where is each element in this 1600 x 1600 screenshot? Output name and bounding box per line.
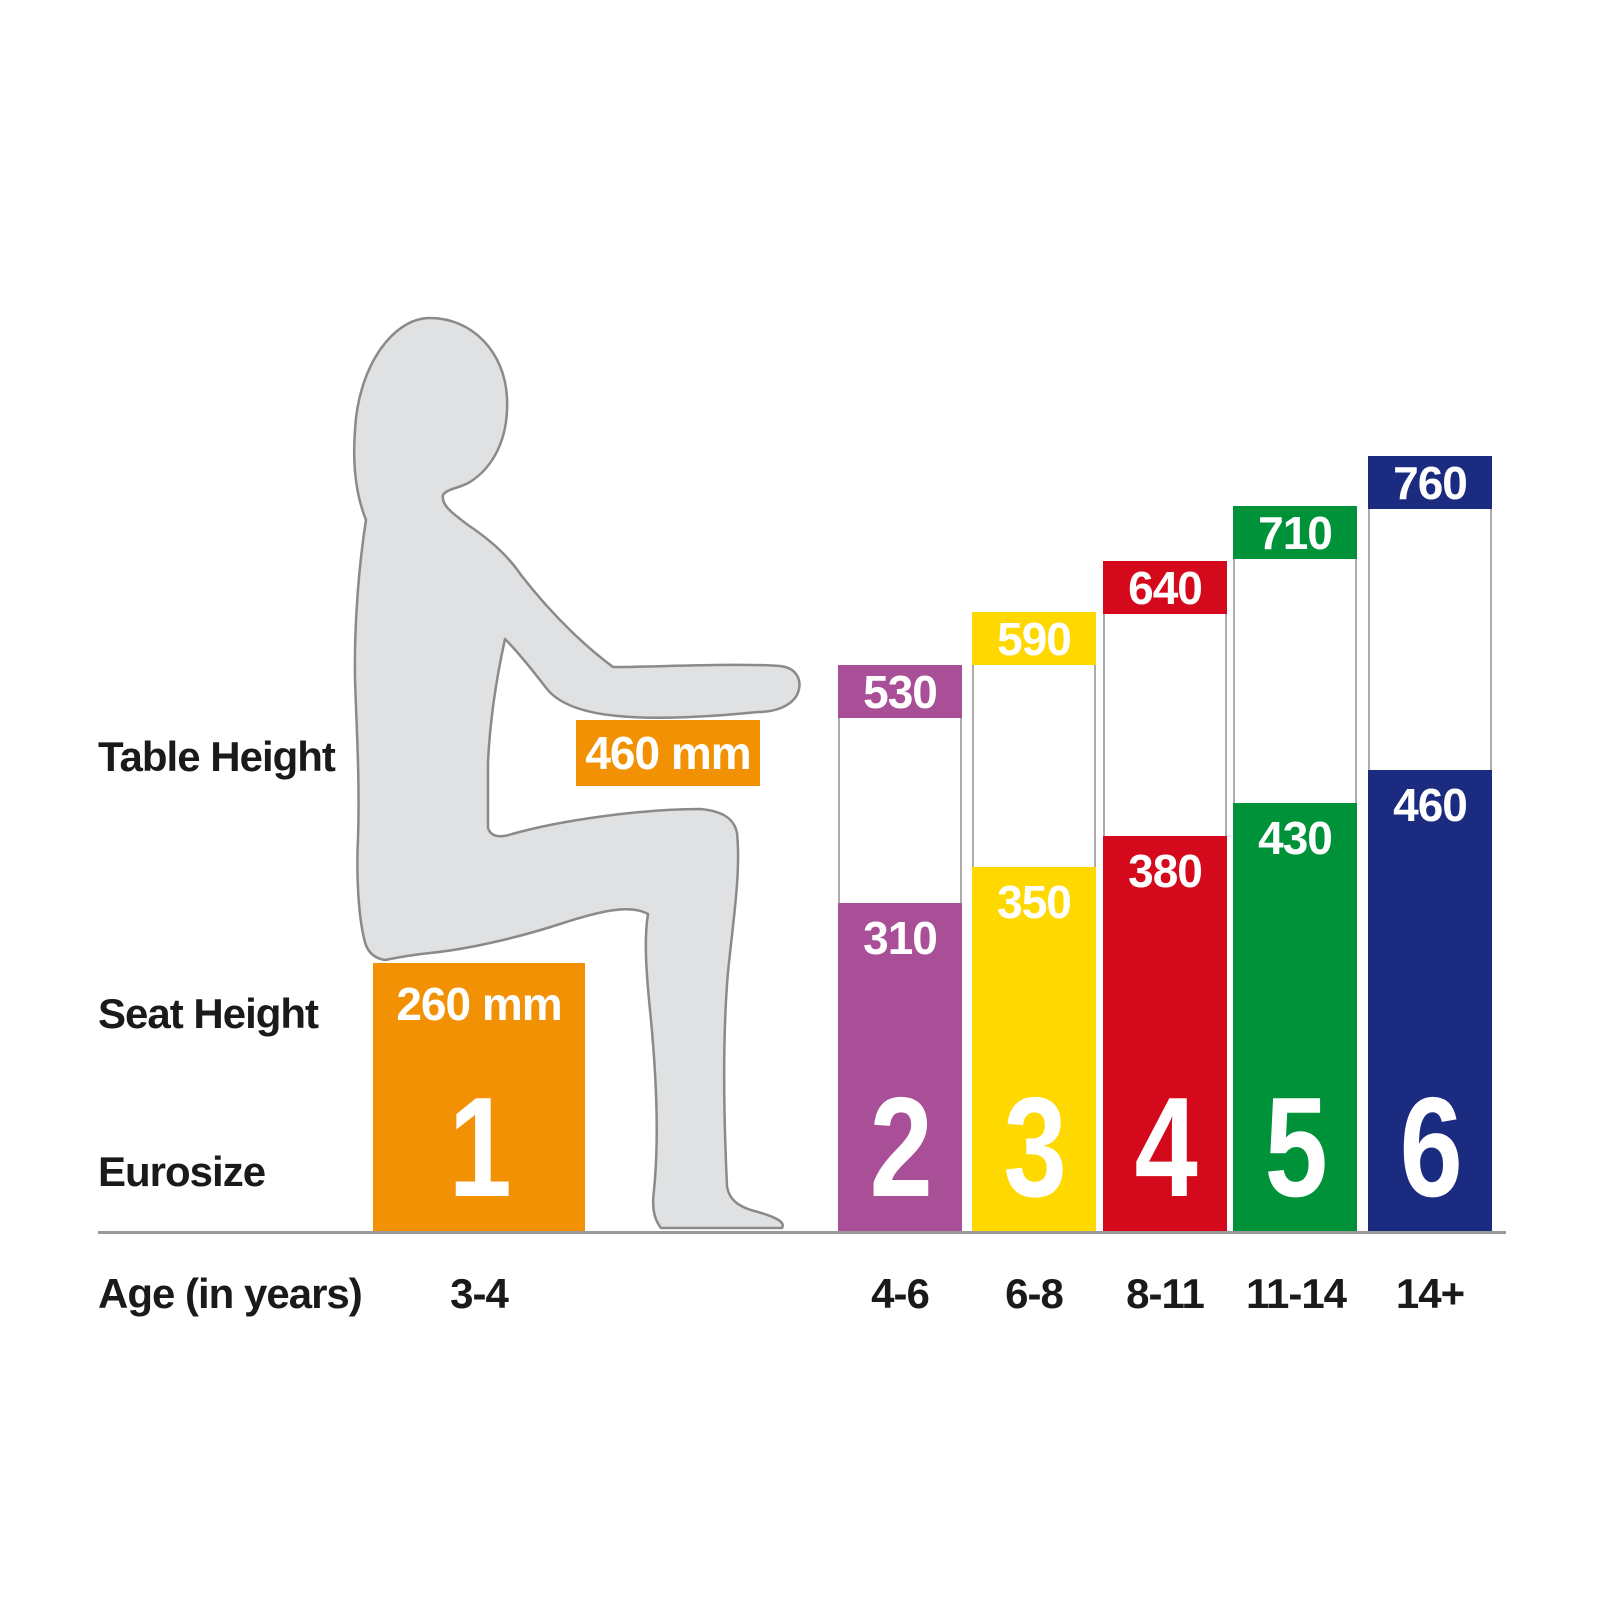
- table-height-band: 530: [838, 665, 962, 718]
- seat-height-section: 310 2: [838, 903, 962, 1231]
- seat-height-section: 350 3: [972, 867, 1096, 1231]
- seat-height-value: 430: [1258, 812, 1333, 864]
- column-gap-area: [972, 665, 1096, 867]
- seat-height-section: 380 4: [1103, 836, 1227, 1231]
- eurosize-digit: 3: [1003, 1068, 1067, 1227]
- size-column-5: 710 430 5: [1233, 506, 1357, 1231]
- seat-height-value: 310: [863, 912, 938, 964]
- eurosize-digit: 5: [1264, 1068, 1328, 1227]
- row-label-eurosize: Eurosize: [98, 1148, 266, 1195]
- age-label: 8-11: [1126, 1270, 1205, 1317]
- column-gap-area: [1233, 559, 1357, 803]
- eurosize-digit: 4: [1134, 1068, 1198, 1227]
- seat-height-value-size1: 260 mm: [396, 978, 562, 1030]
- seat-height-section: 430 5: [1233, 803, 1357, 1231]
- column-gap-area: [1368, 509, 1492, 770]
- table-height-band: 640: [1103, 561, 1227, 614]
- table-height-box-size1: 460 mm: [576, 720, 760, 786]
- size-column-2: 530 310 2: [838, 665, 962, 1231]
- table-height-value-size1: 460 mm: [585, 727, 751, 779]
- age-label: 11-14: [1245, 1270, 1347, 1317]
- table-height-band: 590: [972, 612, 1096, 665]
- age-label: 3-4: [450, 1270, 509, 1317]
- size-column-6: 760 460 6: [1368, 456, 1492, 1231]
- size-column-4: 640 380 4: [1103, 561, 1227, 1231]
- eurosize-digit: 6: [1399, 1068, 1463, 1227]
- column-gap-area: [838, 718, 962, 903]
- table-height-band: 760: [1368, 456, 1492, 509]
- row-label-age: Age (in years): [98, 1270, 363, 1317]
- eurosize-digit-size1: 1: [448, 1068, 512, 1227]
- size-column-3: 590 350 3: [972, 612, 1096, 1231]
- seat-height-value: 350: [997, 876, 1072, 928]
- table-height-band: 710: [1233, 506, 1357, 559]
- age-label: 14+: [1395, 1270, 1465, 1317]
- row-label-seat-height: Seat Height: [98, 990, 319, 1037]
- seat-height-section: 460 6: [1368, 770, 1492, 1231]
- row-label-table-height: Table Height: [98, 733, 336, 780]
- column-gap-area: [1103, 614, 1227, 836]
- baseline: [98, 1231, 1506, 1234]
- eurosize-digit: 2: [869, 1068, 933, 1227]
- age-label: 4-6: [871, 1270, 930, 1317]
- age-label: 6-8: [1005, 1270, 1064, 1317]
- seat-height-value: 380: [1128, 845, 1203, 897]
- seat-box-size1: 260 mm 1: [373, 963, 585, 1231]
- seat-height-value: 460: [1393, 779, 1468, 831]
